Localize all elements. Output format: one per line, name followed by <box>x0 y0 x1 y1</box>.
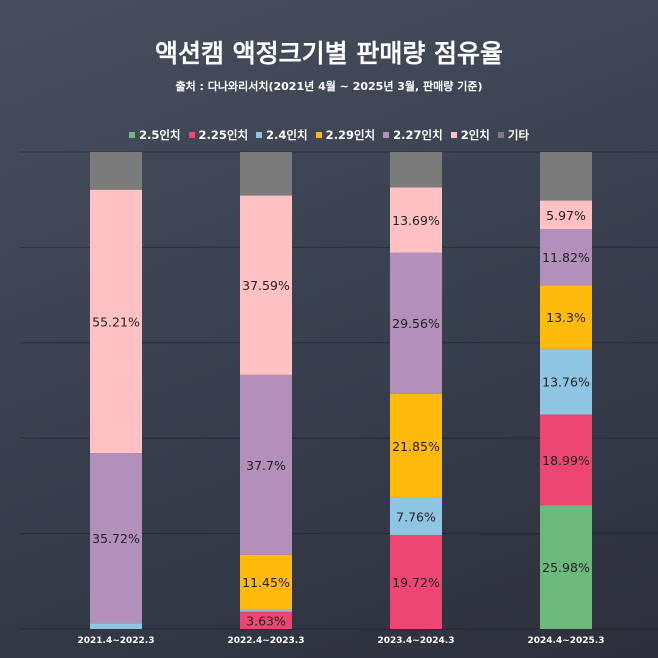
legend-label: 2.5인치 <box>138 128 181 142</box>
legend-item: 2.4인치 <box>256 127 308 143</box>
data-label: 21.85% <box>392 439 440 454</box>
legend-swatch <box>315 132 322 138</box>
legend-swatch <box>188 132 195 138</box>
x-tick-label: 2021.4~2022.3 <box>77 636 154 646</box>
bar-segment <box>540 200 592 230</box>
bar-segment <box>540 505 592 629</box>
data-label: 35.72% <box>92 531 140 546</box>
legend-swatch <box>450 132 457 138</box>
bar-segment <box>90 152 142 190</box>
legend-label: 2.29인치 <box>325 128 376 142</box>
bar-segment <box>540 229 592 286</box>
bar-segment <box>540 348 592 415</box>
bar-segment <box>390 497 442 535</box>
legend-item: 기타 <box>497 127 530 143</box>
bar-segment <box>240 195 292 375</box>
data-label: 18.99% <box>542 453 590 468</box>
bar-segment <box>540 152 592 201</box>
legend-label: 기타 <box>507 128 530 142</box>
data-label: 13.76% <box>542 375 590 390</box>
data-label: 19.72% <box>392 575 440 590</box>
bar-segment <box>240 609 292 612</box>
legend-item: 2.5인치 <box>128 127 181 143</box>
bar-segment <box>390 252 442 394</box>
bar-segment <box>390 393 442 498</box>
chart-title: 액션캠 액정크기별 판매량 점유율 <box>154 39 504 68</box>
bar-segment <box>540 285 592 349</box>
bar-segment <box>240 374 292 555</box>
bar-segment <box>390 534 442 629</box>
data-label: 13.3% <box>546 310 586 325</box>
bar-segment <box>390 152 442 188</box>
data-label: 55.21% <box>92 314 140 329</box>
bar-segment <box>240 152 292 196</box>
data-label: 7.76% <box>396 509 436 524</box>
data-label: 37.59% <box>242 278 290 293</box>
legend: 2.5인치 2.25인치 2.4인치 2.29인치 2.27인치 2인치 기타 <box>0 127 658 143</box>
bar-segment <box>90 189 142 454</box>
legend-item: 2.25인치 <box>188 127 249 143</box>
bar-segment <box>240 611 292 629</box>
data-label: 25.98% <box>542 560 590 575</box>
legend-swatch <box>497 132 504 138</box>
legend-item: 2.27인치 <box>383 127 443 143</box>
bar-segment <box>90 453 142 624</box>
legend-item: 2인치 <box>450 127 490 143</box>
data-label: 37.7% <box>246 458 286 473</box>
legend-label: 2인치 <box>460 128 490 142</box>
data-label: 3.63% <box>246 613 286 628</box>
data-label: 11.82% <box>542 250 590 265</box>
chart-subtitle: 출처 : 다나와리서치(2021년 4월 ~ 2025년 3월, 판매량 기준) <box>175 80 483 93</box>
bar-segment <box>240 554 292 610</box>
bar-segment <box>90 623 142 629</box>
data-label: 11.45% <box>242 575 290 590</box>
x-tick-label: 2024.4~2025.3 <box>527 636 604 646</box>
legend-swatch <box>128 132 135 138</box>
data-label: 5.97% <box>546 208 586 223</box>
x-tick-label: 2023.4~2024.3 <box>377 636 454 646</box>
legend-swatch <box>383 132 390 138</box>
legend-label: 2.25인치 <box>198 128 249 142</box>
legend-label: 2.4인치 <box>266 128 308 142</box>
data-label: 29.56% <box>392 316 440 331</box>
legend-item: 2.29인치 <box>315 127 376 143</box>
legend-label: 2.27인치 <box>393 128 443 142</box>
data-label: 13.69% <box>392 213 440 228</box>
bar-segment <box>390 187 442 253</box>
x-tick-label: 2022.4~2023.3 <box>227 636 304 646</box>
bar-segment <box>540 414 592 506</box>
legend-swatch <box>256 132 263 138</box>
